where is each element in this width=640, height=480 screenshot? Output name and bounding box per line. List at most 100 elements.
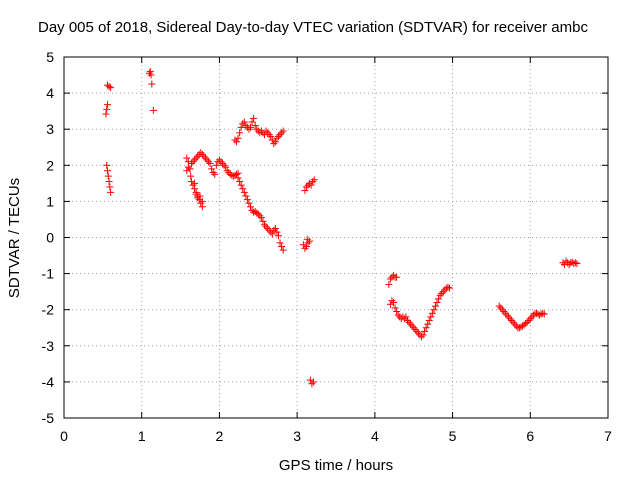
data-point <box>237 123 245 131</box>
data-point <box>497 304 505 312</box>
y-tick-label: -1 <box>42 266 55 282</box>
data-point <box>307 181 315 189</box>
data-point <box>148 80 156 88</box>
y-tick-label: 1 <box>46 193 54 209</box>
data-point <box>427 313 435 321</box>
data-point <box>422 324 430 332</box>
data-point <box>196 192 204 200</box>
data-point <box>445 284 453 292</box>
x-tick-label: 2 <box>216 428 224 444</box>
data-point <box>403 317 411 325</box>
data-point <box>223 167 231 175</box>
data-point <box>410 324 418 332</box>
data-point <box>500 308 508 316</box>
data-point <box>233 138 241 146</box>
data-point <box>184 158 192 166</box>
data-point <box>302 183 310 191</box>
data-point <box>425 317 433 325</box>
y-tick-label: -5 <box>42 410 55 426</box>
data-point <box>105 83 113 91</box>
data-point <box>306 376 314 384</box>
data-point <box>509 318 517 326</box>
data-point <box>394 311 402 319</box>
data-point <box>274 232 282 240</box>
data-point <box>242 192 250 200</box>
data-point <box>400 315 408 323</box>
data-point <box>215 156 223 164</box>
data-point <box>419 331 427 339</box>
data-point <box>498 306 506 314</box>
x-tick-labels: 0 1 2 3 4 5 6 7 <box>60 428 612 444</box>
data-point <box>276 239 284 247</box>
data-point <box>104 101 112 109</box>
data-point <box>201 154 209 162</box>
data-point <box>248 118 256 126</box>
data-point <box>250 114 258 122</box>
data-point <box>250 208 258 216</box>
chart-title: Day 005 of 2018, Sidereal Day-to-day VTE… <box>38 19 588 36</box>
data-point <box>407 320 415 328</box>
data-point <box>390 271 398 279</box>
data-point <box>195 196 203 204</box>
data-point <box>436 291 444 299</box>
data-point <box>309 378 317 386</box>
x-axis-title: GPS time / hours <box>279 457 393 474</box>
data-point <box>225 169 233 177</box>
data-point <box>146 67 154 75</box>
data-point <box>571 259 579 267</box>
data-point <box>245 199 253 207</box>
data-point <box>264 224 272 232</box>
data-point <box>194 152 202 160</box>
data-point <box>508 317 516 325</box>
y-tick-label: 0 <box>46 230 54 246</box>
grid-lines <box>64 57 608 418</box>
data-point <box>234 174 242 182</box>
data-point <box>192 154 200 162</box>
data-point <box>414 329 422 337</box>
data-point <box>306 179 314 187</box>
y-tick-labels: -5 -4 -3 -2 -1 0 1 2 3 4 5 <box>42 49 55 426</box>
data-point <box>573 259 581 267</box>
data-point <box>192 190 200 198</box>
data-point <box>540 310 548 318</box>
data-point <box>219 159 227 167</box>
data-point <box>501 309 509 317</box>
data-point <box>511 320 519 328</box>
data-point <box>503 311 511 319</box>
data-point <box>262 223 270 231</box>
data-point <box>388 297 396 305</box>
data-point <box>203 156 211 164</box>
data-point <box>233 170 241 178</box>
data-point <box>189 181 197 189</box>
x-tick-label: 7 <box>604 428 612 444</box>
data-point <box>506 315 514 323</box>
data-point <box>390 298 398 306</box>
data-point <box>424 320 432 328</box>
data-point <box>525 317 533 325</box>
y-tick-label: -2 <box>42 302 55 318</box>
data-point <box>274 132 282 140</box>
data-point <box>439 288 447 296</box>
data-point <box>209 169 217 177</box>
y-axis-title: SDTVAR / TECUs <box>6 178 23 298</box>
data-point <box>267 132 275 140</box>
data-point <box>229 172 237 180</box>
data-point <box>261 221 269 229</box>
data-point <box>206 159 214 167</box>
data-point <box>386 275 394 283</box>
data-point <box>385 280 393 288</box>
data-point <box>187 172 195 180</box>
data-point <box>149 106 157 114</box>
data-point <box>270 140 278 148</box>
data-point <box>515 324 523 332</box>
data-point <box>183 167 191 175</box>
data-point <box>253 209 261 217</box>
data-point <box>245 125 253 133</box>
data-point <box>234 134 242 142</box>
x-tick-label: 5 <box>449 428 457 444</box>
data-point <box>226 170 234 178</box>
data-points <box>102 67 581 388</box>
data-point <box>103 105 111 113</box>
axis-ticks <box>63 56 609 419</box>
